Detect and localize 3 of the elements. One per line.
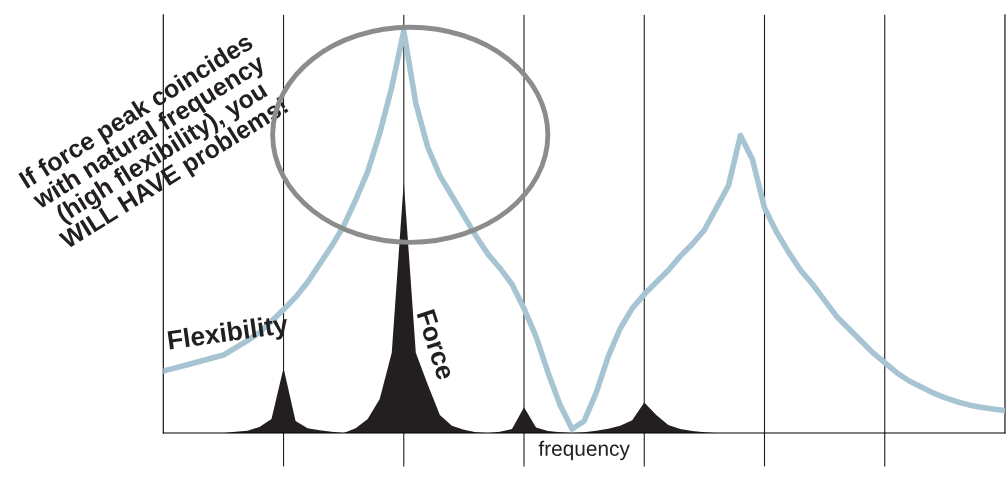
text: Force: [416, 309, 456, 381]
text: Flexibility: [167, 313, 290, 355]
x-axis-title: frequency: [538, 440, 630, 461]
